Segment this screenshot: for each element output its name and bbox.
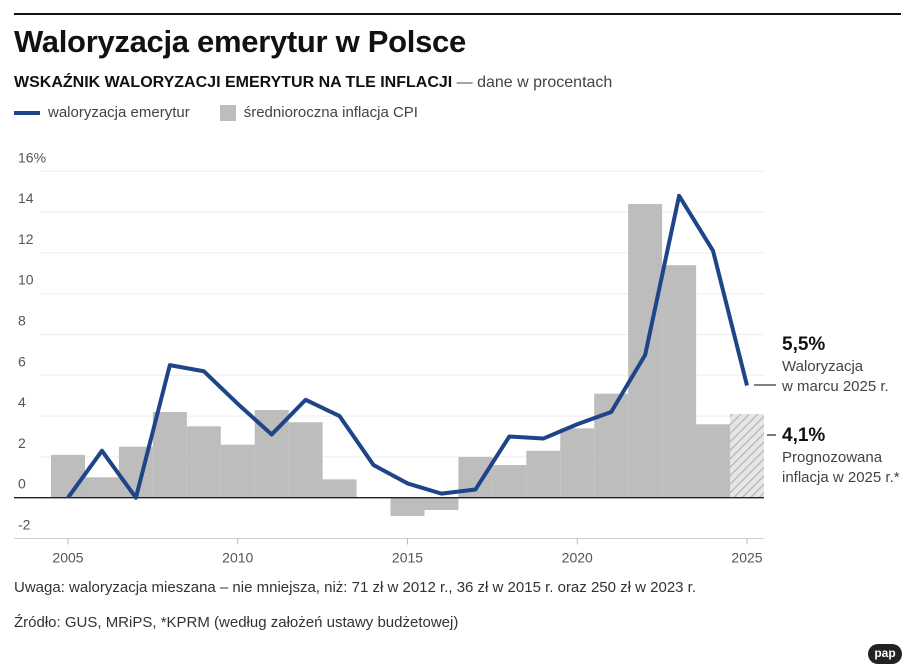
x-tick-label: 2010 [222,550,253,566]
page-title: Waloryzacja emerytur w Polsce [14,24,466,59]
inflation-bar [220,444,255,498]
y-tick-label: -2 [18,517,31,533]
subtitle-rest: — dane w procentach [452,74,613,91]
inflation-bar [696,424,731,498]
inflation-bar [560,428,595,498]
source: Źródło: GUS, MRiPS, *KPRM (według założe… [14,614,459,631]
x-tick-label: 2015 [392,550,423,566]
inflation-bar [492,465,527,498]
inflation-bar [84,477,119,498]
pension-label-line2: w marcu 2025 r. [781,378,889,395]
inflation-bar [526,450,561,498]
x-tick-label: 2005 [52,550,83,566]
top-rule [14,13,901,15]
y-tick-label: 14 [18,190,34,206]
x-tick-label: 2025 [731,550,762,566]
subtitle: WSKAŹNIK WALORYZACJI EMERYTUR NA TLE INF… [14,74,612,92]
subtitle-bold: WSKAŹNIK WALORYZACJI EMERYTUR NA TLE INF… [14,74,453,91]
pap-logo: pap [868,644,902,664]
y-tick-label: 4 [18,394,26,410]
legend: waloryzacja emerytur średnioroczna infla… [14,104,418,121]
y-tick-label: 16% [18,149,46,165]
legend-bar-swatch [219,104,236,121]
legend-line-swatch [14,110,40,115]
inflation-bar [322,479,357,498]
inflation-label-line1: Prognozowana [782,449,883,466]
y-tick-label: 6 [18,353,26,369]
note: Uwaga: waloryzacja mieszana – nie mniejs… [14,579,697,596]
pension-value-label: 5,5% [782,334,825,355]
inflation-bar [186,426,221,498]
y-tick-label: 0 [18,476,26,492]
inflation-bar [288,422,323,498]
inflation-label-line2: inflacja w 2025 r.* [782,469,900,486]
legend-bar-label: średnioroczna inflacja CPI [243,104,418,121]
inflation-value-label: 4,1% [782,425,825,446]
inflation-bar [390,497,425,517]
inflation-bar [424,497,459,510]
y-tick-label: 2 [18,435,26,451]
y-tick-label: 12 [18,231,34,247]
pension-label-line1: Waloryzacja [782,358,864,375]
x-tick-label: 2020 [562,550,593,566]
forecast-bar [730,414,764,498]
inflation-bar [51,454,85,498]
inflation-bar [152,412,187,498]
inflation-bar [662,265,697,498]
y-tick-label: 10 [18,272,34,288]
legend-line-label: waloryzacja emerytur [48,104,190,121]
y-tick-label: 8 [18,313,26,329]
